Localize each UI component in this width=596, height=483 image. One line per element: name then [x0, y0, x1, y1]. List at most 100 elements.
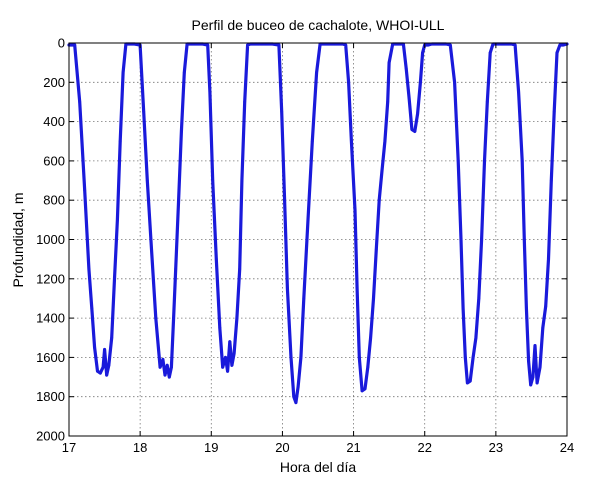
data-point — [289, 356, 293, 359]
data-point — [206, 43, 210, 47]
data-point — [483, 159, 486, 163]
data-point — [211, 179, 215, 182]
y-tick-label: 800 — [43, 193, 65, 208]
data-point — [448, 43, 452, 47]
data-point — [294, 401, 298, 404]
data-point — [350, 139, 353, 143]
data-point — [538, 365, 542, 369]
data-point — [541, 326, 545, 330]
data-point — [158, 365, 162, 369]
y-tick-label: 1600 — [36, 350, 65, 365]
data-point — [374, 247, 378, 251]
data-point — [226, 369, 230, 373]
data-point — [527, 359, 530, 363]
y-tick-label: 1400 — [36, 311, 65, 326]
data-point — [517, 90, 520, 94]
x-tick-label: 24 — [560, 440, 574, 455]
data-point — [296, 385, 300, 389]
data-point — [172, 316, 176, 320]
data-point — [459, 238, 463, 241]
data-point — [552, 110, 556, 114]
data-point — [485, 100, 489, 104]
data-point — [369, 336, 372, 340]
y-axis-label: Profundidad, m — [10, 193, 26, 288]
x-tick-label: 17 — [62, 440, 76, 455]
data-point — [83, 189, 87, 192]
data-point — [283, 198, 286, 202]
data-point — [286, 287, 289, 290]
data-point — [306, 218, 310, 222]
data-point — [145, 179, 149, 182]
data-point — [218, 326, 222, 330]
x-tick-label: 23 — [489, 440, 503, 455]
data-point — [410, 128, 414, 131]
data-point — [426, 43, 430, 47]
data-point — [302, 297, 306, 300]
data-point — [366, 365, 370, 369]
data-point — [387, 61, 391, 65]
y-tick-label: 1000 — [36, 232, 65, 247]
data-point — [280, 110, 284, 114]
data-point — [480, 238, 483, 241]
data-point — [419, 80, 422, 84]
data-point — [456, 159, 460, 163]
y-tick-label: 0 — [58, 36, 65, 51]
data-point — [547, 257, 550, 261]
data-point — [107, 363, 111, 367]
data-point — [477, 297, 481, 300]
data-point — [87, 267, 91, 271]
data-point — [93, 346, 96, 349]
grid — [69, 43, 567, 436]
y-tick-label: 200 — [43, 75, 65, 90]
data-point — [103, 348, 106, 351]
depth-series-line — [67, 42, 569, 405]
data-point — [150, 247, 153, 251]
data-point — [549, 179, 553, 182]
data-point — [299, 356, 303, 359]
data-point — [555, 51, 559, 55]
data-point — [416, 112, 419, 116]
data-point — [292, 395, 296, 399]
data-point — [363, 387, 367, 391]
data-point — [520, 159, 524, 163]
data-point — [463, 356, 467, 359]
data-point — [562, 43, 565, 47]
y-tick-label: 600 — [43, 153, 65, 168]
data-point — [101, 365, 105, 369]
x-tick-label: 18 — [133, 440, 147, 455]
data-point — [461, 306, 465, 310]
series-group — [67, 42, 569, 405]
y-axis-ticks: 0 200 400 600 800 1000 1200 1400 1600 1800 2000 — [36, 36, 567, 444]
data-point — [344, 43, 348, 47]
data-point — [466, 381, 469, 385]
data-point — [377, 198, 381, 202]
data-point — [529, 383, 533, 387]
data-point — [357, 356, 361, 359]
data-point — [232, 352, 236, 355]
data-point — [78, 100, 82, 104]
data-point — [277, 43, 281, 47]
data-point — [154, 316, 158, 320]
x-axis-ticks: 17 18 19 20 21 22 23 24 — [62, 43, 574, 455]
data-point — [180, 130, 183, 133]
chart-title: Perfil de buceo de cachalote, WHOI-ULL — [192, 17, 445, 33]
data-point — [116, 218, 119, 222]
data-point — [110, 336, 114, 340]
data-point — [380, 169, 384, 173]
data-point — [208, 90, 212, 94]
data-point — [525, 306, 528, 310]
data-point — [73, 43, 77, 47]
data-point — [383, 139, 387, 143]
data-point — [113, 277, 116, 281]
data-point — [372, 297, 375, 300]
data-point — [121, 71, 125, 74]
data-point — [513, 43, 517, 47]
data-point — [165, 363, 169, 367]
data-point — [386, 100, 390, 104]
data-point — [558, 43, 562, 47]
data-point — [161, 358, 165, 361]
data-point — [453, 80, 456, 84]
y-tick-label: 1200 — [36, 271, 65, 286]
data-point — [315, 71, 318, 74]
